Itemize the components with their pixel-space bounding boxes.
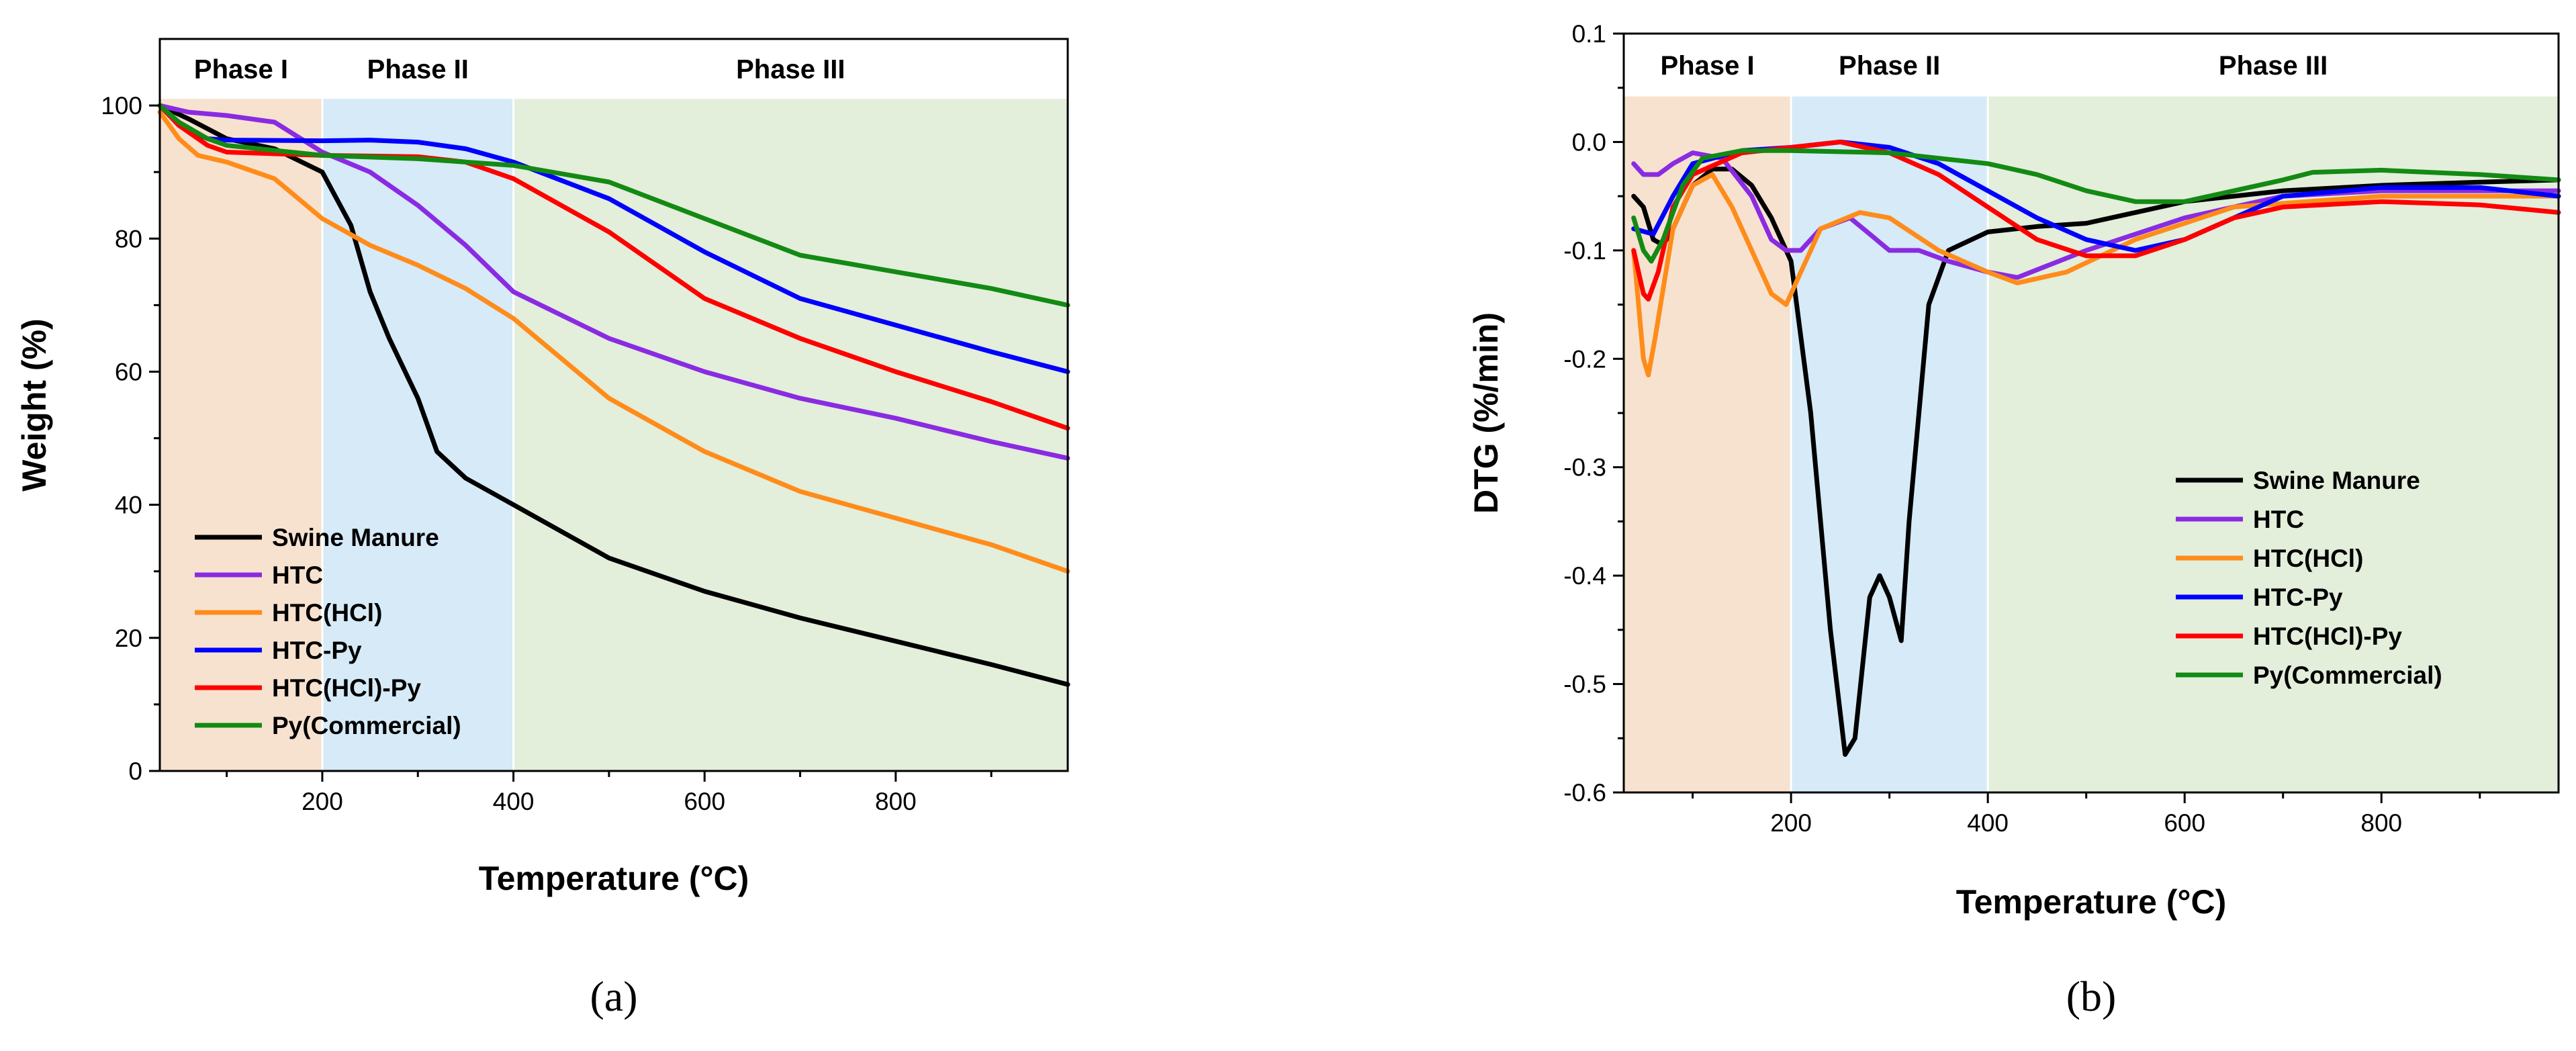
series-line — [1631, 139, 2561, 253]
x-tick-label: 200 — [1770, 809, 1812, 837]
panel-a-legend: Swine Manure HTC HTC(HCl) HTC-Py HTC(HCl… — [195, 524, 461, 739]
panel-label: (a) — [590, 972, 637, 1020]
phase-band — [322, 99, 514, 771]
legend-label: HTC-Py — [272, 637, 362, 664]
y-tick-label: 60 — [115, 358, 142, 385]
x-tick-label: 800 — [2360, 809, 2402, 837]
phase-label: Phase III — [2219, 51, 2328, 81]
panel-a-tick-marks — [149, 104, 993, 782]
legend-item: HTC-Py — [2176, 584, 2343, 611]
phase-label: Phase II — [1839, 51, 1940, 81]
legend-label: HTC(HCl)-Py — [272, 674, 421, 702]
phase-label: Phase III — [736, 55, 845, 85]
panel-b-chart: Phase I Phase II Phase III 200 400 600 8… — [1467, 20, 2561, 1020]
phase-band — [513, 99, 1068, 771]
panel-a-series-lines — [157, 103, 1070, 687]
panel-b-tick-marks — [1613, 32, 2481, 803]
y-tick-label: -0.6 — [1563, 779, 1606, 807]
legend-item: HTC(HCl) — [2176, 545, 2363, 572]
legend-item: HTC(HCl)-Py — [195, 674, 421, 702]
y-tick-label: -0.1 — [1563, 237, 1606, 265]
y-tick-label: 100 — [101, 92, 142, 120]
panel-b-legend: Swine Manure HTC HTC(HCl) HTC-Py HTC(HCl… — [2176, 467, 2442, 689]
panel-a-phase-labels: Phase I Phase II Phase III — [194, 55, 845, 85]
series-line — [1631, 150, 2561, 280]
series-line — [157, 103, 1070, 431]
legend-label: HTC(HCl) — [272, 599, 382, 627]
y-tick-label: 0.1 — [1572, 20, 1606, 48]
panel-label: (b) — [2066, 972, 2117, 1020]
phase-label: Phase I — [194, 55, 288, 85]
legend-label: Py(Commercial) — [2253, 661, 2442, 689]
y-axis-title: DTG (%/min) — [1467, 312, 1505, 514]
series-line — [157, 103, 1070, 308]
x-tick-label: 400 — [493, 788, 535, 815]
y-tick-label: -0.3 — [1563, 454, 1606, 482]
legend-label: Swine Manure — [2253, 467, 2420, 494]
legend-label: HTC — [272, 561, 323, 589]
phase-label: Phase I — [1661, 51, 1755, 81]
x-tick-label: 800 — [875, 788, 917, 815]
series-line — [157, 103, 1070, 461]
y-tick-label: 20 — [115, 625, 142, 652]
legend-item: HTC-Py — [195, 637, 362, 664]
legend-item: Py(Commercial) — [2176, 661, 2442, 689]
panel-b-phase-labels: Phase I Phase II Phase III — [1661, 51, 2328, 81]
legend-label: HTC(HCl)-Py — [2253, 623, 2402, 650]
panel-b-x-tick-labels: 200 400 600 800 — [1770, 809, 2402, 837]
series-line — [1631, 139, 2561, 302]
panel-a-chart: Phase I Phase II Phase III 200 400 600 8… — [15, 38, 1070, 1020]
y-tick-label: 40 — [115, 492, 142, 519]
panel-b-phase-bands — [1624, 96, 2559, 793]
phase-band — [160, 99, 322, 771]
x-axis-title: Temperature (°C) — [1956, 883, 2226, 921]
legend-item: HTC(HCl) — [195, 599, 382, 627]
legend-label: Py(Commercial) — [272, 712, 461, 739]
x-tick-label: 600 — [684, 788, 725, 815]
phase-label: Phase II — [367, 55, 469, 85]
series-line — [157, 103, 1070, 687]
x-tick-label: 600 — [2164, 809, 2205, 837]
x-tick-label: 400 — [1967, 809, 2009, 837]
phase-band — [1791, 96, 1988, 793]
phase-band — [1988, 96, 2559, 793]
legend-label: HTC — [2253, 506, 2304, 533]
legend-item: HTC(HCl)-Py — [2176, 623, 2402, 650]
legend-label: HTC(HCl) — [2253, 545, 2363, 572]
legend-label: HTC-Py — [2253, 584, 2343, 611]
y-axis-title: Weight (%) — [15, 318, 53, 491]
series-line — [1631, 172, 2561, 377]
panel-a-axes-frame — [158, 38, 1069, 772]
panel-a-y-tick-labels: 0 20 40 60 80 100 — [101, 92, 142, 785]
series-line — [157, 109, 1070, 574]
legend-item: Py(Commercial) — [195, 712, 461, 739]
legend-item: Swine Manure — [2176, 467, 2420, 494]
y-tick-label: -0.2 — [1563, 345, 1606, 373]
panel-b-y-tick-labels: 0.1 0.0 -0.1 -0.2 -0.3 -0.4 -0.5 -0.6 — [1563, 20, 1606, 807]
phase-band — [1624, 96, 1792, 793]
panel-b-series-lines — [1631, 139, 2561, 757]
x-tick-label: 200 — [302, 788, 343, 815]
legend-item: HTC — [2176, 506, 2304, 533]
y-tick-label: 0.0 — [1572, 128, 1606, 156]
legend-label: Swine Manure — [272, 524, 439, 551]
y-tick-label: -0.5 — [1563, 671, 1606, 698]
y-tick-label: 0 — [128, 758, 142, 785]
panel-a-x-tick-labels: 200 400 600 800 — [302, 788, 917, 815]
x-axis-title: Temperature (°C) — [479, 860, 749, 897]
y-tick-label: -0.4 — [1563, 562, 1606, 590]
y-tick-label: 80 — [115, 225, 142, 253]
legend-item: Swine Manure — [195, 524, 439, 551]
series-line — [1631, 148, 2561, 264]
legend-item: HTC — [195, 561, 323, 589]
